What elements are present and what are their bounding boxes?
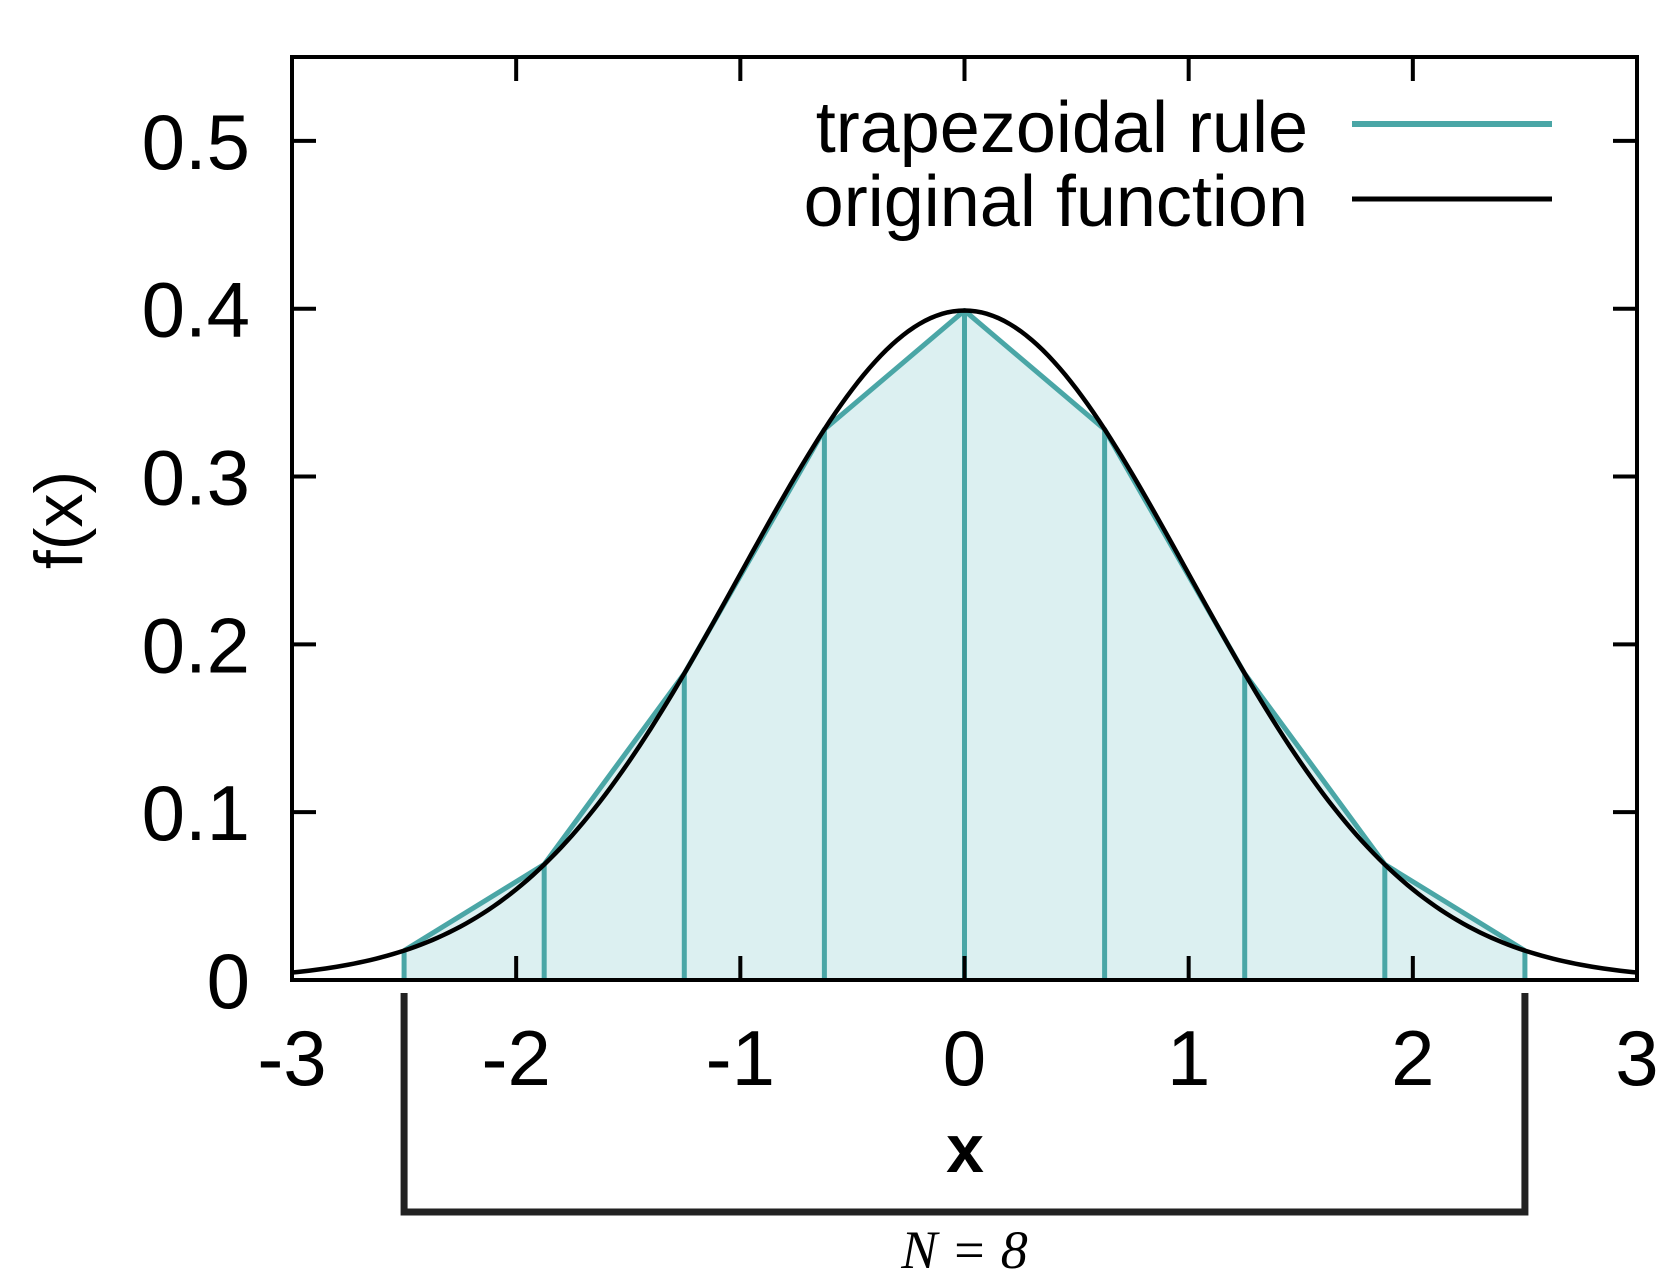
x-tick-label: 0 <box>943 1014 986 1102</box>
y-tick-label: 0.5 <box>142 98 250 186</box>
y-axis-title: f(x) <box>21 471 97 569</box>
y-tick-label: 0.3 <box>142 434 250 522</box>
x-tick-labels: -3 -2 -1 0 1 2 3 <box>257 1014 1658 1102</box>
x-tick-label: -2 <box>481 1014 550 1102</box>
x-tick-label: -3 <box>257 1014 326 1102</box>
x-tick-label: 2 <box>1391 1014 1434 1102</box>
y-tick-label: 0.4 <box>142 266 250 354</box>
x-axis-title: x <box>946 1111 984 1187</box>
legend-label-original: original function <box>804 162 1308 242</box>
n-bracket <box>400 993 1529 1216</box>
x-tick-label: 3 <box>1615 1014 1658 1102</box>
y-tick-label: 0 <box>207 937 250 1025</box>
x-tick-label: 1 <box>1167 1014 1210 1102</box>
y-tick-label: 0.1 <box>142 769 250 857</box>
original-function-curve <box>292 308 1637 975</box>
n-label: N = 8 <box>900 1220 1027 1280</box>
axis-ticks <box>290 57 1639 982</box>
y-tick-label: 0.2 <box>142 601 250 689</box>
y-tick-labels: 0 0.1 0.2 0.3 0.4 0.5 <box>142 98 250 1025</box>
x-tick-label: -1 <box>706 1014 775 1102</box>
original-function-layer <box>292 308 1637 975</box>
legend: trapezoidal rule original function <box>804 88 1552 242</box>
legend-label-trapezoidal: trapezoidal rule <box>816 88 1308 168</box>
